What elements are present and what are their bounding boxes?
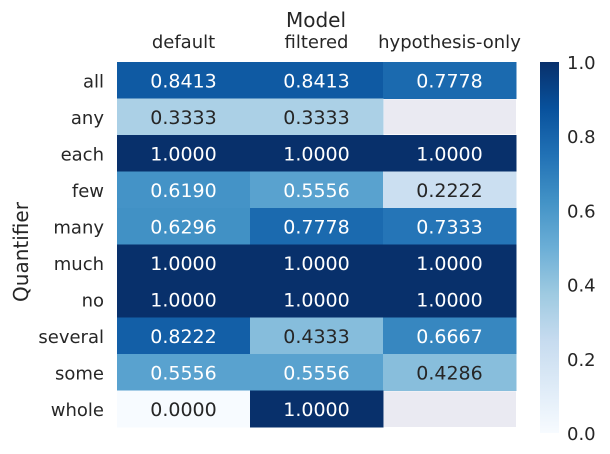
cell-value-label: 0.8222 [150, 326, 216, 348]
row-label: each [61, 144, 104, 165]
cell-value-label: 0.7778 [416, 70, 482, 92]
cell-value-label: 0.6190 [150, 180, 216, 202]
cell-value-label: 0.5556 [283, 180, 349, 202]
heatmap-cell [250, 98, 384, 136]
cell-value-label: 1.0000 [416, 289, 482, 311]
row-label: all [83, 71, 104, 92]
heatmap-cell [117, 317, 251, 355]
heatmap-cell [117, 98, 251, 136]
colorbar-tick-label: 0.4 [567, 276, 596, 297]
cell-value-label: 0.6667 [416, 326, 482, 348]
cell-value-label: 1.0000 [283, 253, 349, 275]
colorbar-tick-label: 0.2 [567, 350, 596, 371]
cell-value-label: 1.0000 [150, 143, 216, 165]
row-label: whole [51, 400, 104, 421]
heatmap-cell [117, 171, 251, 209]
heatmap-cell [117, 281, 251, 318]
cell-value-label: 0.4286 [416, 362, 482, 384]
cell-value-label: 1.0000 [150, 289, 216, 311]
row-label: no [82, 290, 104, 311]
cell-value-label: 1.0000 [416, 143, 482, 165]
x-axis-title: Model [286, 8, 346, 32]
cell-value-label: 0.5556 [283, 362, 349, 384]
heatmap-cell [250, 208, 384, 245]
column-label: filtered [285, 32, 349, 53]
cell-value-label: 0.3333 [283, 107, 349, 129]
heatmap-cell [383, 354, 517, 391]
row-label: much [54, 254, 104, 275]
heatmap-cell [383, 208, 517, 245]
heatmap-cell [383, 62, 517, 99]
heatmap-cell [250, 135, 384, 172]
heatmap-cell [117, 244, 251, 282]
cell-value-label: 0.0000 [150, 399, 216, 421]
heatmap-cell [383, 135, 517, 172]
cell-value-label: 0.8413 [283, 70, 349, 92]
heatmap-cell [383, 244, 517, 282]
y-axis-title: Quantifier [9, 201, 33, 302]
colorbar-tick-label: 0.8 [567, 127, 596, 148]
cell-value-label: 1.0000 [283, 399, 349, 421]
heatmap-cell [250, 171, 384, 209]
colorbar-tick-label: 0.0 [567, 424, 596, 445]
row-label: some [55, 363, 104, 384]
cell-value-label: 0.5556 [150, 362, 216, 384]
cell-value-label: 1.0000 [416, 253, 482, 275]
cell-value-label: 0.2222 [416, 180, 482, 202]
cell-value-label: 1.0000 [283, 143, 349, 165]
column-label: hypothesis-only [378, 32, 521, 53]
cell-value-label: 0.8413 [150, 70, 216, 92]
heatmap-cell [250, 317, 384, 355]
heatmap-cell [117, 208, 251, 245]
heatmap-cell [250, 354, 384, 391]
heatmap-cell [250, 390, 384, 428]
cell-value-label: 1.0000 [150, 253, 216, 275]
column-label: default [152, 32, 215, 53]
cell-value-label: 1.0000 [283, 289, 349, 311]
heatmap-cell [117, 62, 251, 99]
colorbar-tick-label: 0.6 [567, 201, 596, 222]
heatmap-cell [117, 354, 251, 391]
heatmap-cell [250, 244, 384, 282]
cell-value-label: 0.4333 [283, 326, 349, 348]
colorbar-tick-label: 1.0 [567, 53, 596, 74]
cell-value-label: 0.7778 [283, 216, 349, 238]
heatmap-cell [383, 281, 517, 318]
heatmap-cell [383, 317, 517, 355]
heatmap-cell [250, 62, 384, 99]
row-label: few [72, 181, 104, 202]
row-label: many [53, 217, 104, 238]
heatmap-cell [250, 281, 384, 318]
cell-value-label: 0.6296 [150, 216, 216, 238]
heatmap-cell [117, 135, 251, 172]
row-label: any [71, 108, 104, 129]
heatmap-cell [383, 171, 517, 209]
row-label: several [38, 327, 104, 348]
colorbar [540, 62, 559, 433]
heatmap-cell [117, 390, 251, 428]
cell-value-label: 0.3333 [150, 107, 216, 129]
cell-value-label: 0.7333 [416, 216, 482, 238]
